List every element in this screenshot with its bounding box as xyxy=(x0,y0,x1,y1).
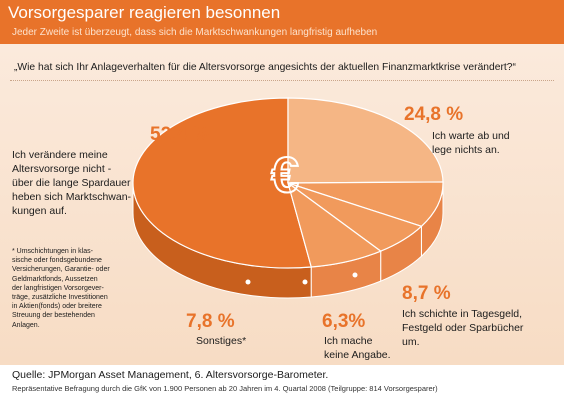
leader-dot-0 xyxy=(352,272,358,278)
leader-dot-1 xyxy=(302,279,308,285)
pie-tops xyxy=(132,97,444,269)
source-line-1: Quelle: JPMorgan Asset Management, 6. Al… xyxy=(12,369,329,381)
value-label-1: 24,8 % xyxy=(404,104,464,125)
slice-label-3: Ich mache keine Angabe. xyxy=(324,335,391,361)
leader-dot-2 xyxy=(245,279,251,285)
value-label-2: 8,7 % xyxy=(402,283,451,304)
slice-0 xyxy=(132,97,313,269)
slice-label-0: Ich verändere meine Altersvorsorge nicht… xyxy=(12,149,132,217)
slice-4 xyxy=(286,181,382,268)
footnote: * Umschichtungen in klas- sische oder fo… xyxy=(12,248,110,329)
divider xyxy=(10,80,554,81)
slice-label-4: Sonstiges* xyxy=(196,335,247,347)
survey-question: „Wie hat sich Ihr Anlageverhalten für di… xyxy=(14,62,516,73)
slice-label-1: Ich warte ab und lege nichts an. xyxy=(432,130,510,156)
euro-symbol: € xyxy=(271,147,299,203)
chart-title: Vorsorgesparer reagieren besonnen xyxy=(8,3,281,22)
value-label-3: 6,3% xyxy=(322,311,366,332)
source-line-2: Repräsentative Befragung durch die GfK v… xyxy=(12,384,438,393)
header-bar: Vorsorgesparer reagieren besonnen Jeder … xyxy=(0,0,564,44)
chart-subtitle: Jeder Zweite ist überzeugt, dass sich di… xyxy=(12,27,378,38)
slice-1 xyxy=(287,97,444,184)
value-label-0: 52,4 % xyxy=(150,124,210,145)
slice-label-2: Ich schichte in Tagesgeld, Festgeld oder… xyxy=(402,308,524,348)
footer xyxy=(0,365,564,400)
slice-2 xyxy=(287,181,444,227)
value-label-4: 7,8 % xyxy=(186,311,235,332)
